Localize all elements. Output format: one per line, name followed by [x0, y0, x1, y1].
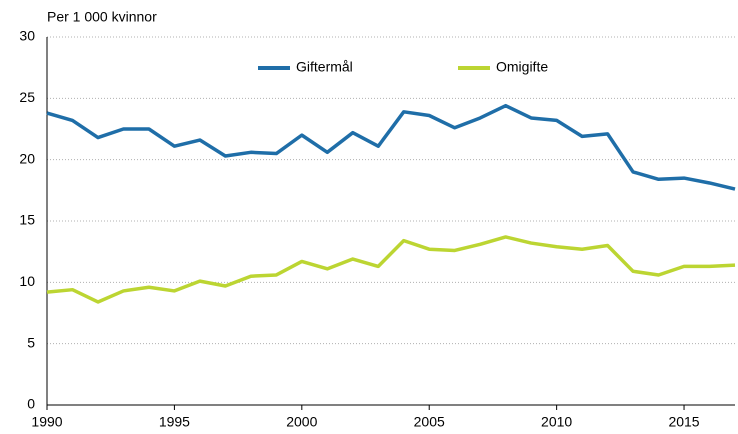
x-tick-label: 2005	[414, 414, 445, 430]
y-tick-label: 15	[19, 212, 35, 228]
series-line	[46, 235, 736, 304]
series-line	[46, 103, 736, 191]
y-tick-label: 20	[19, 150, 35, 166]
legend-label: Giftermål	[296, 59, 353, 75]
y-tick-label: 0	[27, 396, 35, 412]
y-tick-label: 30	[19, 28, 35, 44]
x-tick-label: 1995	[159, 414, 190, 430]
y-tick-label: 5	[27, 334, 35, 350]
legend-label: Omigifte	[496, 59, 548, 75]
y-tick-label: 10	[19, 273, 35, 289]
y-tick-label: 25	[19, 89, 35, 105]
x-tick-label: 1990	[31, 414, 62, 430]
x-tick-label: 2015	[668, 414, 699, 430]
y-axis-label: Per 1 000 kvinnor	[47, 9, 157, 25]
x-tick-label: 2010	[541, 414, 572, 430]
x-tick-label: 2000	[286, 414, 317, 430]
